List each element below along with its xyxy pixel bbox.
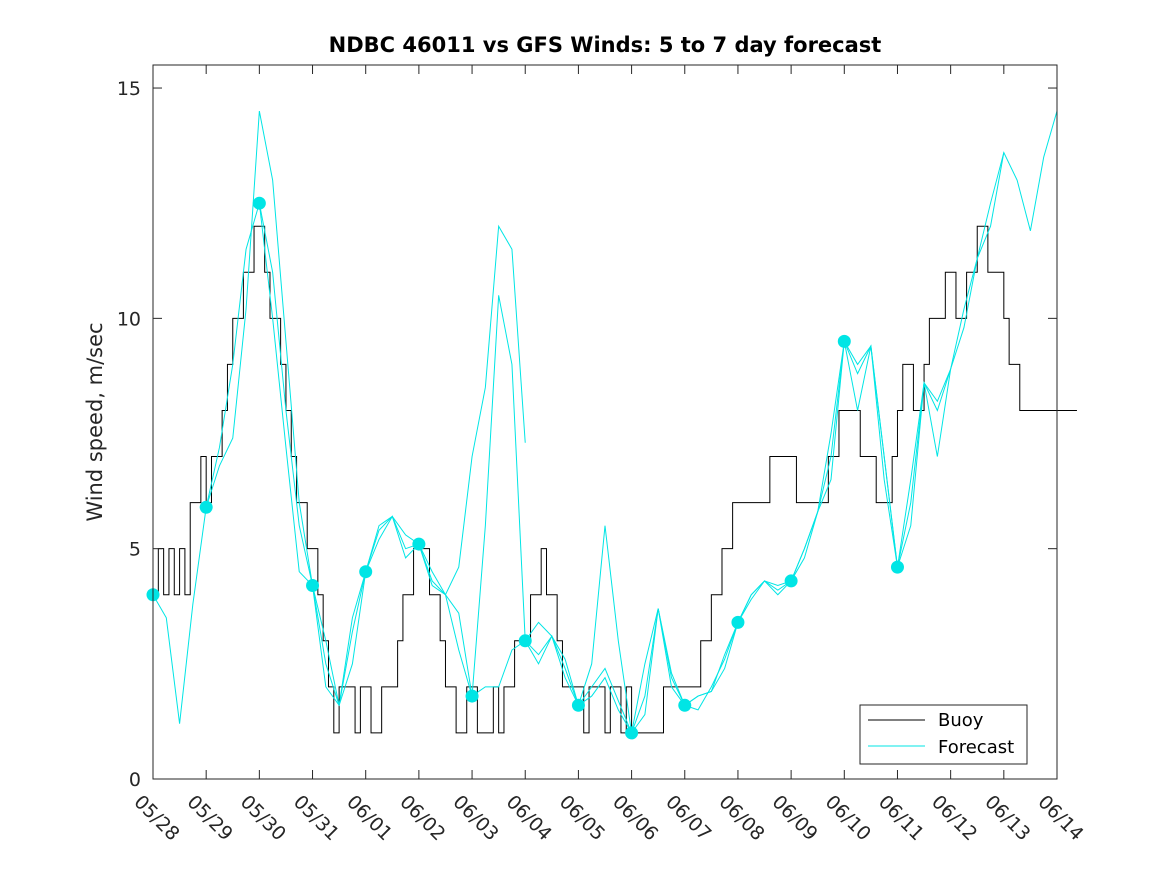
forecast-start-point-9 [625, 726, 639, 740]
forecast-line-14 [896, 110, 1058, 568]
forecast-start-point-4 [359, 565, 373, 579]
x-tick-label: 06/08 [714, 791, 768, 845]
y-axis-label: Wind speed, m/sec [83, 322, 107, 521]
x-tick-label: 06/04 [502, 791, 556, 845]
y-tick-label: 15 [117, 78, 141, 100]
x-tick-label: 06/01 [342, 791, 396, 845]
forecast-start-point-7 [518, 634, 532, 648]
forecast-start-point-5 [412, 537, 426, 551]
forecast-start-point-12 [784, 574, 798, 588]
x-tick-label: 06/12 [927, 791, 981, 845]
x-tick-label: 06/05 [555, 791, 609, 845]
x-tick-label: 06/09 [768, 791, 822, 845]
legend-buoy-label: Buoy [938, 710, 984, 731]
x-tick-label: 06/07 [661, 791, 715, 845]
x-tick-label: 06/10 [821, 791, 875, 845]
forecast-start-point-10 [678, 698, 692, 712]
forecast-start-point-6 [465, 689, 479, 703]
forecast-start-point-2 [252, 196, 266, 210]
plot-area-frame [152, 64, 1058, 780]
x-tick-label: 05/29 [183, 791, 237, 845]
forecast-start-point-14 [890, 560, 904, 574]
x-tick-label: 06/06 [608, 791, 662, 845]
chart-title: NDBC 46011 vs GFS Winds: 5 to 7 day fore… [329, 33, 882, 57]
x-tick-label: 06/11 [874, 791, 928, 845]
buoy-line [153, 225, 1077, 734]
x-tick-label: 05/31 [289, 791, 343, 845]
y-tick-label: 0 [129, 769, 141, 791]
plot-background [153, 65, 1057, 779]
legend: Buoy Forecast [859, 704, 1028, 765]
x-tick-label: 06/03 [449, 791, 503, 845]
forecast-start-point-3 [306, 579, 320, 593]
legend-forecast-label: Forecast [938, 737, 1014, 758]
x-tick-label: 06/13 [980, 791, 1034, 845]
y-tick-label: 5 [129, 539, 141, 561]
y-tick-label: 10 [117, 308, 141, 330]
forecast-line-0 [152, 203, 313, 724]
x-tick-label: 05/30 [236, 791, 290, 845]
forecast-start-point-11 [731, 615, 745, 629]
y-axis: 0 5 10 15 [117, 78, 1057, 791]
legend-box [859, 704, 1028, 765]
forecast-series-group [146, 110, 1058, 740]
forecast-start-point-8 [571, 698, 585, 712]
x-tick-label: 06/02 [395, 791, 449, 845]
forecast-start-point-13 [837, 334, 851, 348]
x-tick-label: 05/28 [129, 791, 183, 845]
buoy-series [153, 225, 1077, 734]
x-tick-label: 06/14 [1033, 791, 1087, 845]
forecast-start-point-1 [199, 500, 213, 514]
